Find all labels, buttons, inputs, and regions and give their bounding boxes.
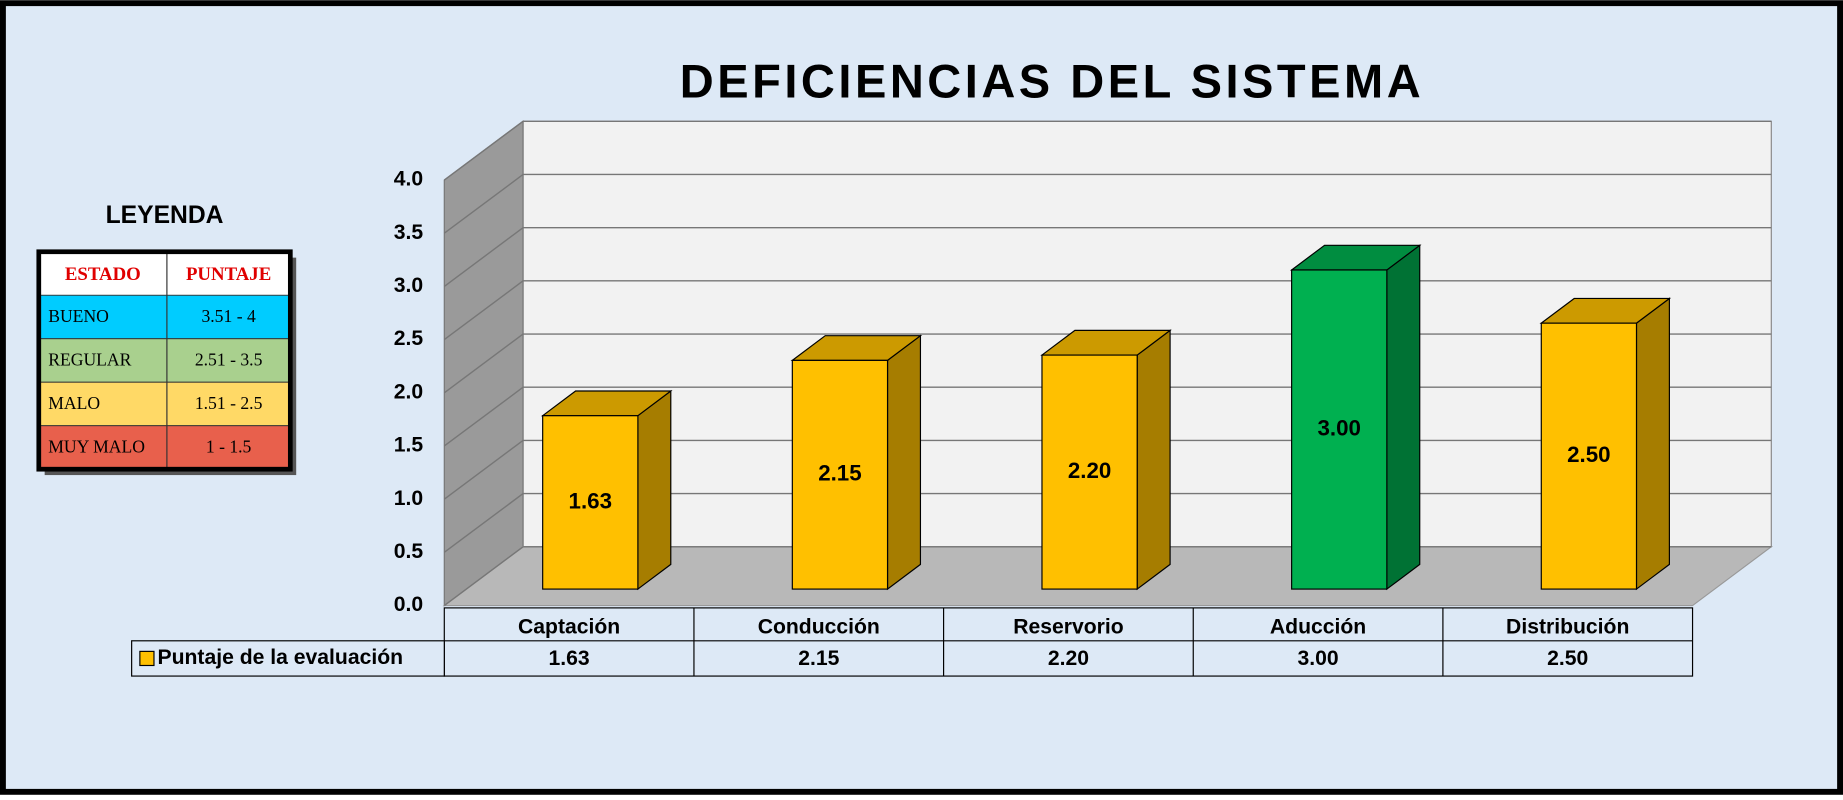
- legend-header: ESTADO: [65, 264, 141, 285]
- bar: [1041, 354, 1138, 590]
- table-label-cell: [131, 640, 445, 677]
- y-tick-label: 2.0: [394, 380, 423, 403]
- bar: [542, 415, 639, 590]
- bar-side: [1136, 329, 1171, 591]
- bar: [1540, 322, 1638, 590]
- legend-label: Puntaje de la evaluación: [158, 646, 404, 669]
- legend-row: [38, 425, 291, 470]
- bar: [791, 359, 889, 590]
- y-tick-label: 3.0: [394, 274, 423, 297]
- x-tick-label: Conducción: [758, 615, 880, 638]
- grid-line: [443, 120, 524, 181]
- x-tick-label: Distribución: [1506, 615, 1629, 638]
- grid-line: [443, 280, 524, 341]
- legend-head-bg: [38, 251, 291, 296]
- legend-puntaje: 1.51 - 2.5: [195, 393, 263, 413]
- data-label: 1.63: [569, 488, 612, 513]
- y-tick-label: 3.5: [394, 221, 424, 244]
- grid-line: [443, 493, 524, 553]
- legend-border: [36, 249, 293, 472]
- y-tick-label: 4.0: [394, 168, 423, 191]
- table-bg: [443, 607, 1694, 677]
- grid-line: [443, 173, 524, 234]
- legend-estado: MUY MALO: [48, 437, 145, 457]
- legend-title: LEYENDA: [106, 202, 224, 229]
- legend-key: [139, 650, 155, 667]
- table-value: 2.50: [1547, 647, 1588, 670]
- data-label: 2.15: [818, 461, 861, 486]
- table-value: 2.15: [798, 647, 839, 670]
- data-label: 2.20: [1068, 458, 1111, 483]
- grid-line: [443, 439, 524, 500]
- grid-line: [443, 333, 524, 394]
- table-value: 3.00: [1297, 647, 1338, 670]
- grid-line: [443, 386, 524, 447]
- legend-row: [38, 294, 291, 340]
- bar-side: [1386, 244, 1421, 591]
- bar-side: [886, 334, 922, 591]
- table-value: 1.63: [549, 647, 590, 670]
- data-label: 3.00: [1317, 415, 1360, 440]
- legend-estado: MALO: [48, 393, 100, 413]
- x-tick-label: Aducción: [1270, 615, 1366, 638]
- x-tick-label: Captación: [518, 615, 620, 638]
- y-tick-label: 0.5: [394, 540, 424, 563]
- legend-row: [38, 338, 291, 383]
- y-tick-label: 2.5: [394, 327, 424, 350]
- legend-header: PUNTAJE: [186, 264, 271, 285]
- chart-title: DEFICIENCIAS DEL SISTEMA: [680, 54, 1424, 107]
- y-tick-label: 1.0: [394, 487, 423, 510]
- x-tick-label: Reservorio: [1013, 615, 1124, 638]
- y-tick-label: 1.5: [394, 434, 424, 457]
- legend-puntaje: 2.51 - 3.5: [195, 350, 263, 370]
- bar-side: [1635, 297, 1670, 591]
- legend-puntaje: 3.51 - 4: [201, 306, 256, 326]
- legend-estado: BUENO: [48, 306, 109, 326]
- legend-estado: REGULAR: [48, 350, 131, 370]
- table-value: 2.20: [1048, 647, 1089, 670]
- legend-row: [38, 381, 291, 427]
- grid-line: [443, 227, 524, 287]
- data-label: 2.50: [1567, 442, 1610, 467]
- bar-side: [637, 389, 672, 591]
- legend-puntaje: 1 - 1.5: [206, 437, 252, 457]
- bar: [1291, 269, 1388, 590]
- grid-line: [443, 546, 524, 607]
- y-tick-label: 0.0: [394, 593, 423, 616]
